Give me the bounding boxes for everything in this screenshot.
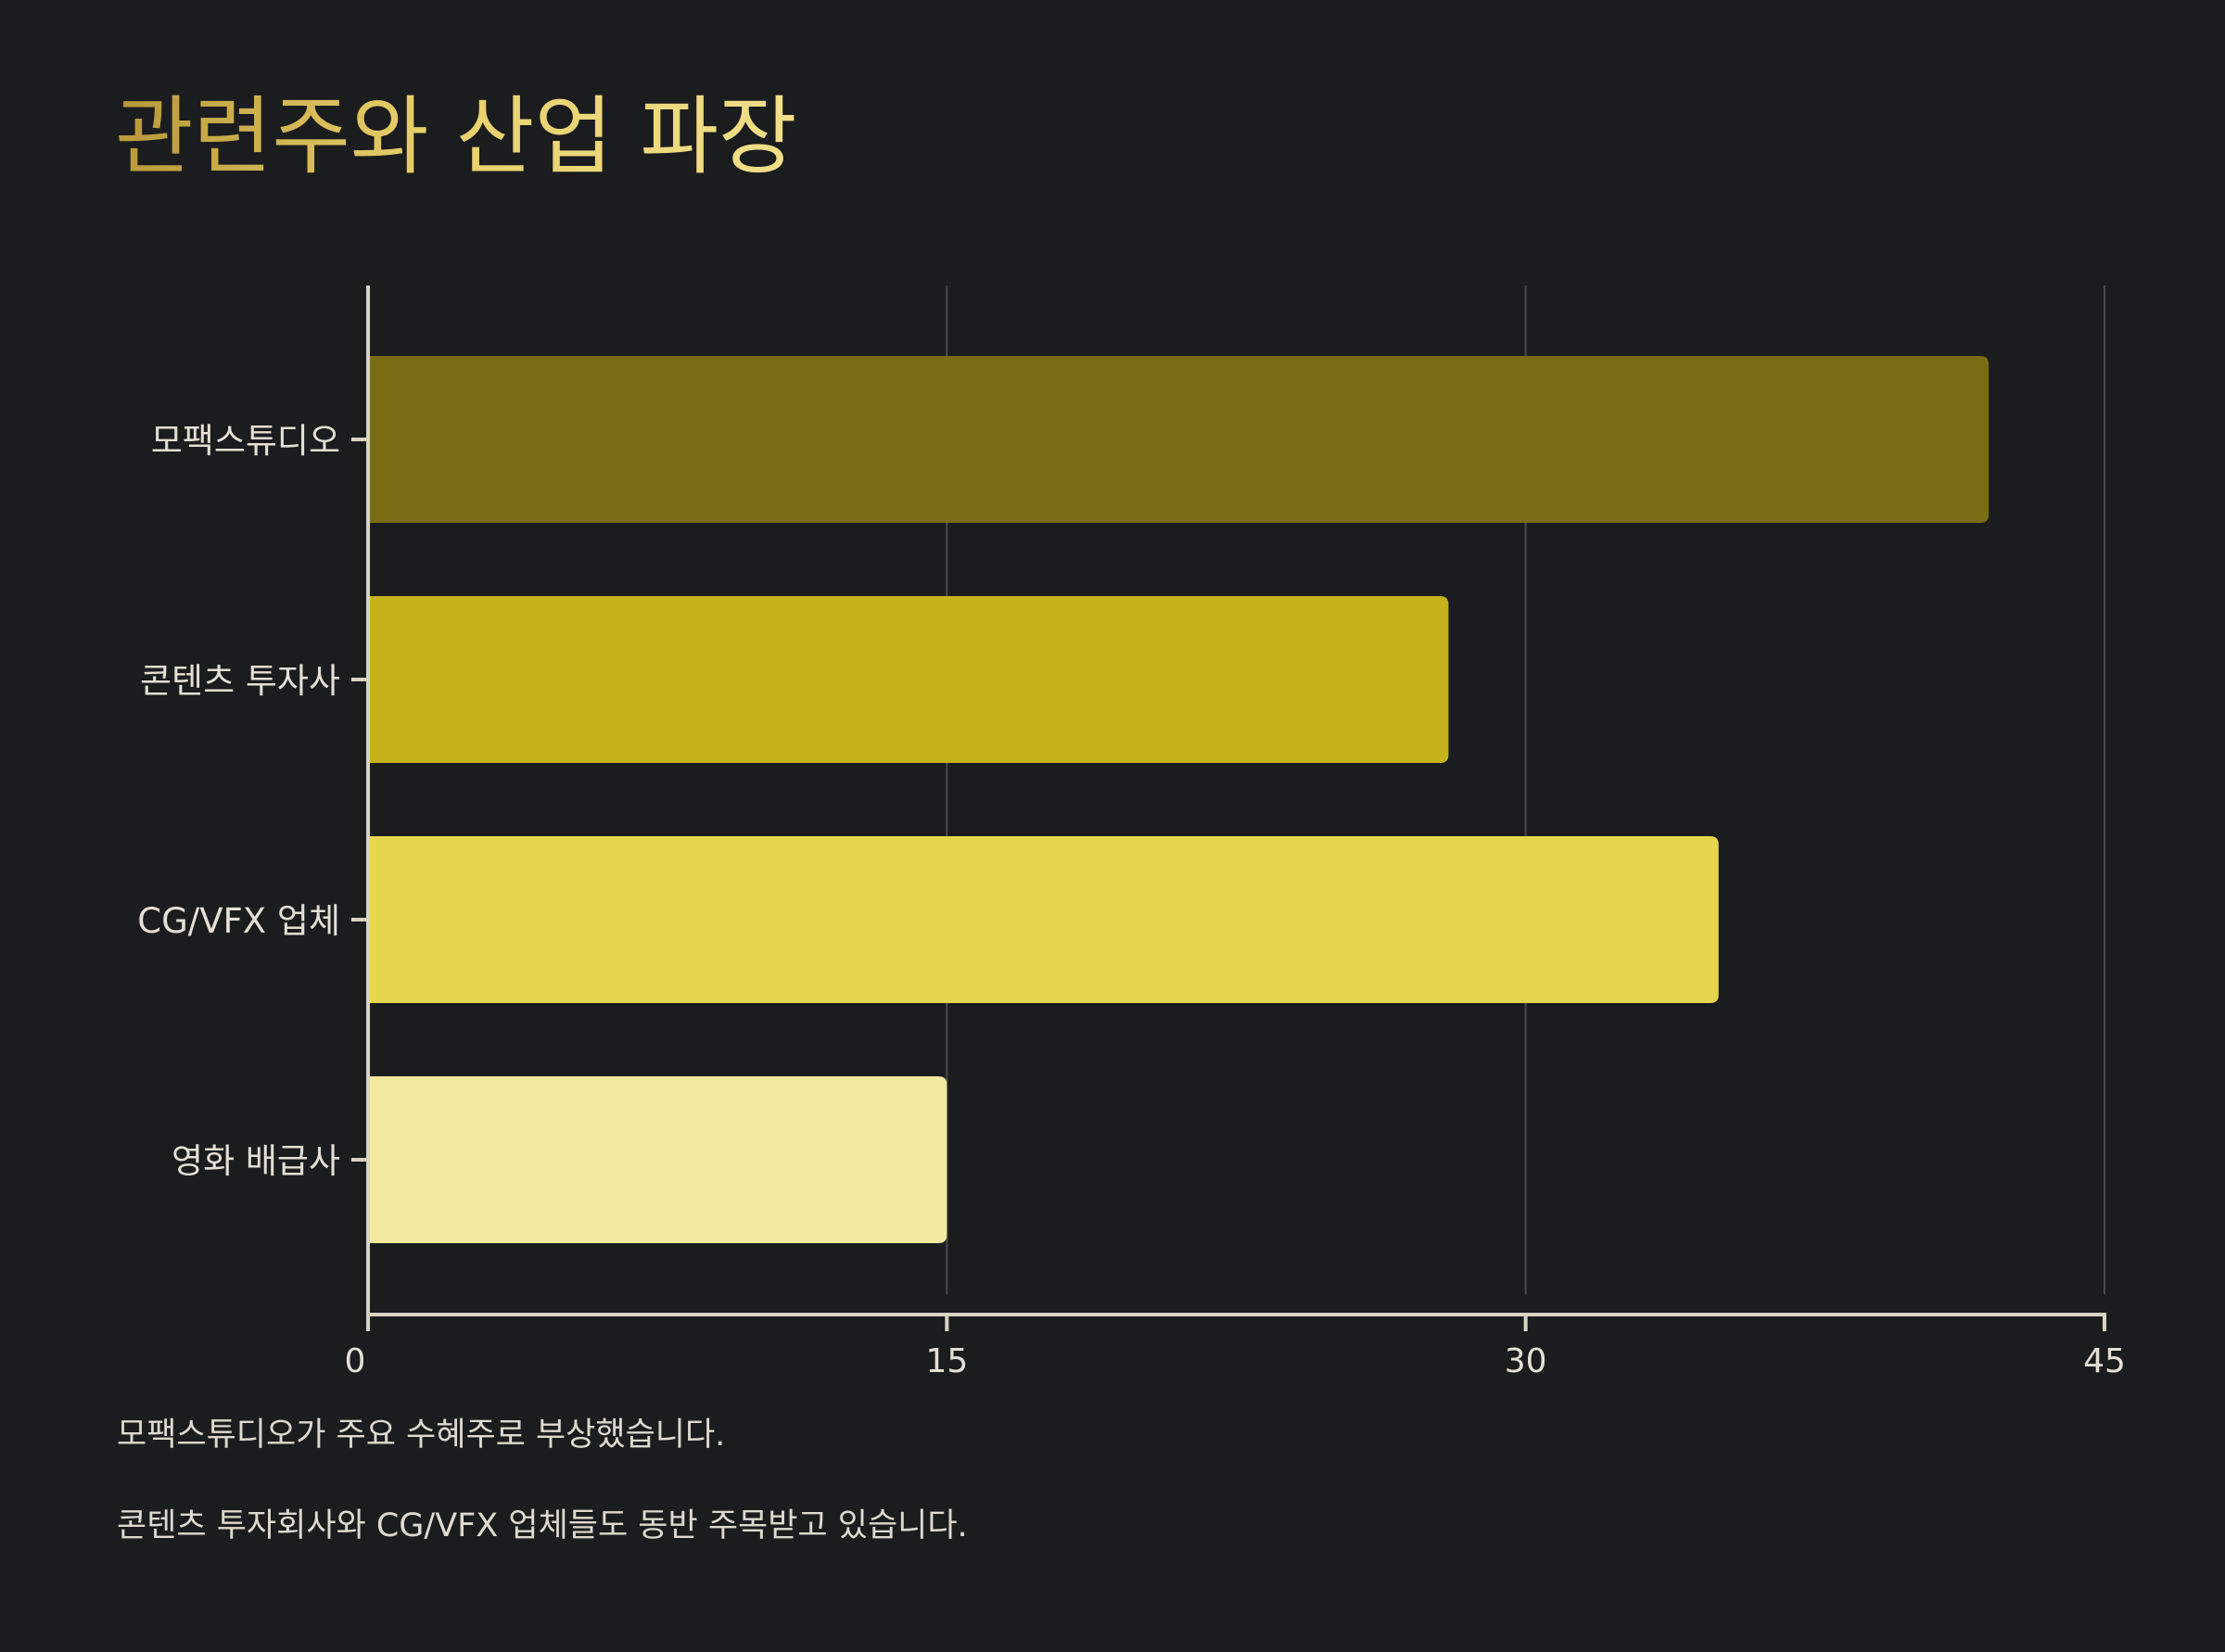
category-label: CG/VFX 업체 [137,901,340,941]
x-tick-label: 45 [2083,1342,2126,1380]
category-label: 모팩스튜디오 [151,421,340,461]
x-tick-label: 30 [1505,1342,1547,1380]
axes [351,286,2106,1331]
x-tick-label: 15 [925,1342,968,1380]
page-title: 관련주와 산업 파장 [115,82,797,193]
x-tick-label: 0 [345,1342,366,1380]
category-label: 콘텐츠 투자사 [140,661,340,701]
bar [368,596,1449,763]
bars [368,356,1990,1243]
category-label: 영화 배급사 [172,1141,340,1181]
notes: 모팩스튜디오가 주요 수혜주로 부상했습니다. 콘텐츠 투자회사와 CG/VFX… [117,1414,968,1595]
bar [368,1076,947,1243]
bar [368,356,1990,523]
bar [368,836,1719,1003]
note-text: 모팩스튜디오가 주요 수혜주로 부상했습니다. [117,1417,726,1454]
note-text: 콘텐츠 투자회사와 CG/VFX 업체들도 동반 주목받고 있습니다. [117,1507,968,1544]
